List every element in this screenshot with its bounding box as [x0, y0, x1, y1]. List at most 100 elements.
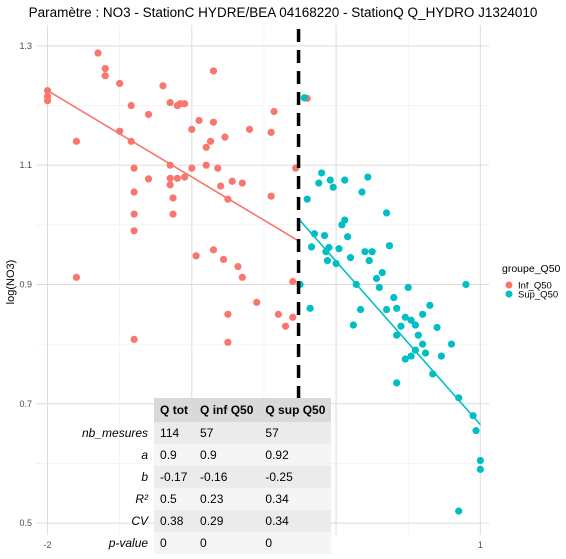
data-point-sup [401, 355, 409, 363]
stats-col-q-sup: Q sup Q50 [259, 398, 332, 422]
data-point-sup [323, 257, 332, 265]
data-point-inf [209, 118, 218, 126]
data-point-sup [469, 412, 477, 420]
data-point-sup [407, 352, 415, 360]
data-point-inf [224, 195, 232, 203]
data-point-sup [358, 188, 366, 196]
data-point-inf [43, 87, 52, 95]
data-point-inf [43, 97, 52, 105]
data-point-sup [393, 379, 401, 387]
legend-title: groupe_Q50 [502, 263, 561, 275]
cell: 0.23 [194, 488, 260, 510]
data-point-sup [401, 313, 409, 321]
data-point-inf [166, 98, 174, 107]
data-point-inf [214, 164, 222, 172]
data-point-inf [238, 273, 246, 281]
data-point-sup [393, 331, 401, 339]
data-point-inf [130, 227, 138, 235]
data-point-inf [130, 164, 138, 172]
data-point-inf [217, 182, 225, 190]
data-point-sup [414, 331, 422, 339]
cell: 0 [154, 532, 195, 554]
data-point-sup [411, 346, 420, 354]
data-point-inf [180, 173, 189, 181]
stats-row-p-value: p-value 0 0 0 [76, 532, 332, 554]
y-tick-label: 0.9 [19, 279, 32, 289]
data-point-inf [188, 164, 196, 172]
data-point-inf [209, 67, 218, 75]
data-point-inf [270, 107, 278, 116]
stats-col-q-tot: Q tot [154, 398, 195, 422]
cell: 0.9 [154, 444, 195, 466]
data-point-sup [365, 257, 373, 265]
data-point-sup [407, 316, 415, 324]
data-point-inf [130, 335, 138, 343]
stats-row-nb-mesures: nb_mesures 114 57 57 [76, 422, 332, 444]
data-point-sup [476, 465, 484, 473]
cell: 0.34 [259, 488, 332, 510]
legend-marker-inf [505, 281, 513, 289]
data-point-sup [419, 340, 427, 348]
cell: 57 [259, 422, 332, 444]
cell: 0 [259, 532, 332, 554]
data-point-sup [382, 305, 391, 314]
row-label: CV [131, 514, 149, 528]
data-point-sup [320, 231, 329, 240]
data-point-sup [378, 268, 386, 277]
cell: -0.25 [259, 466, 332, 488]
data-point-sup [325, 243, 333, 252]
data-point-inf [130, 210, 138, 218]
cell: -0.16 [194, 466, 260, 488]
legend: groupe_Q50 Inf_Q50 Sup_Q50 [502, 263, 561, 301]
data-point-inf [224, 338, 232, 346]
data-point-sup [326, 176, 334, 184]
data-point-sup [329, 183, 337, 191]
row-label: nb_mesures [82, 426, 149, 440]
stats-row-a: a 0.9 0.9 0.92 [76, 444, 332, 466]
cell: 114 [154, 422, 195, 444]
data-point-inf [202, 161, 210, 169]
stats-header-row: Q tot Q inf Q50 Q sup Q50 [76, 398, 332, 422]
data-point-inf [166, 181, 174, 189]
cell: 0.29 [194, 510, 260, 532]
data-point-sup [349, 321, 357, 329]
data-point-sup [447, 340, 456, 348]
data-point-sup [346, 254, 355, 262]
data-point-inf [289, 313, 297, 321]
data-point-inf [245, 125, 254, 133]
cell: -0.17 [154, 466, 195, 488]
stats-row-b: b -0.17 -0.16 -0.25 [76, 466, 332, 488]
data-point-inf [234, 262, 242, 271]
cell: 0.92 [259, 444, 332, 466]
data-point-sup [375, 283, 383, 292]
data-point-inf [228, 177, 236, 185]
data-point-sup [421, 349, 430, 357]
data-point-inf [72, 137, 80, 145]
legend-label-sup: Sup_Q50 [518, 290, 558, 301]
data-point-sup [372, 274, 381, 283]
y-tick-label: 0.5 [19, 518, 32, 528]
data-point-inf [224, 310, 232, 318]
stats-row-cv: CV 0.38 0.29 0.34 [76, 510, 332, 532]
data-point-sup [341, 176, 349, 184]
data-point-inf [169, 210, 177, 218]
data-point-inf [130, 188, 138, 196]
data-point-inf [127, 101, 135, 110]
data-point-inf [101, 72, 109, 80]
data-point-inf [101, 64, 109, 73]
y-tick-label: 1.1 [19, 160, 32, 170]
axis-ticks: 0.5 0.7 0.9 1.1 1.3 -2 1 [19, 41, 482, 550]
data-point-sup [385, 242, 394, 250]
stats-corner [76, 398, 154, 422]
data-point-inf [72, 273, 80, 281]
data-point-sup [382, 209, 391, 217]
data-point-sup [318, 169, 326, 177]
data-point-inf [289, 277, 297, 286]
data-point-sup [364, 173, 372, 181]
data-point-sup [429, 370, 437, 378]
data-point-inf [116, 127, 124, 135]
cell: 0 [194, 532, 260, 554]
data-point-sup [455, 394, 463, 402]
data-point-sup [437, 352, 445, 360]
data-point-inf [253, 298, 261, 306]
